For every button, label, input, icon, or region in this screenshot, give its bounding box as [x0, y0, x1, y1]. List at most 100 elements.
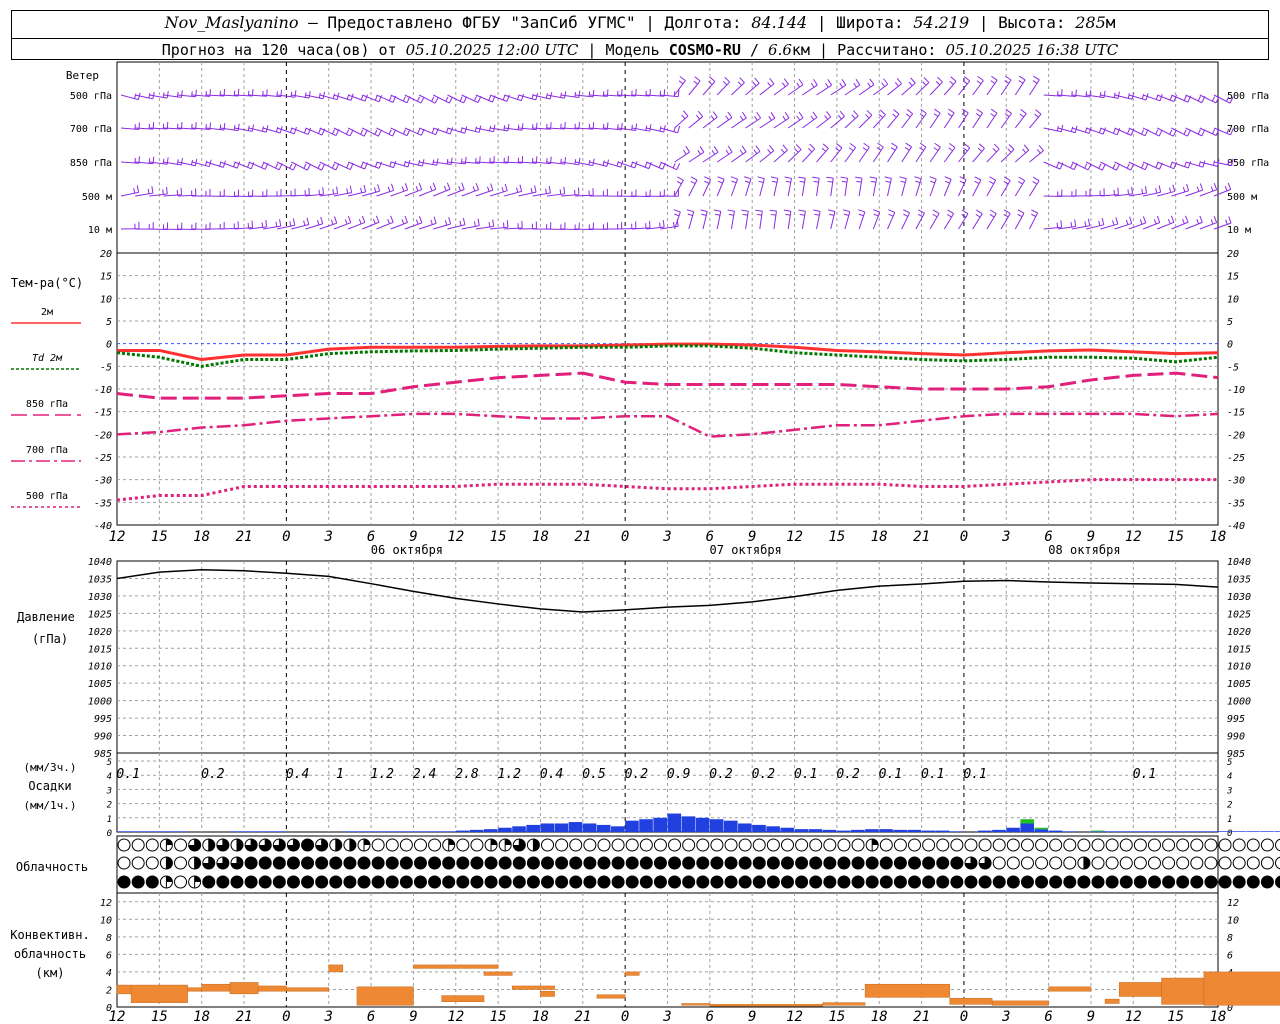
- wind-barb-feather: [1213, 215, 1218, 223]
- wind-barb-feather: [1003, 180, 1009, 185]
- wind-barb-feather: [783, 209, 791, 212]
- wind-barb-feather: [176, 91, 179, 97]
- cloud-symbol: [964, 875, 978, 889]
- wind-barb-feather: [415, 219, 419, 225]
- wind-barb: [504, 220, 523, 230]
- wind-barb-staff: [1171, 190, 1189, 197]
- wind-barb-feather: [713, 209, 721, 212]
- wind-barb-feather: [306, 163, 311, 171]
- cloud-symbol-fill: [166, 857, 173, 869]
- cloud-symbol-circle: [131, 875, 145, 889]
- wind-barb-feather: [1169, 187, 1172, 193]
- wind-barb-feather: [755, 145, 761, 152]
- cloud-symbol: [244, 875, 258, 889]
- wind-barb-staff: [773, 178, 779, 197]
- wind-barb: [1100, 161, 1121, 171]
- cloud-symbol-circle: [1020, 875, 1034, 889]
- precip-bar: [131, 831, 145, 832]
- cloud-symbol: [879, 875, 893, 889]
- convective-bar: [596, 994, 626, 999]
- precip-3h-label: 0.4: [540, 767, 563, 782]
- wind-barb-feather: [810, 115, 815, 121]
- precip-bar-green: [1020, 819, 1034, 824]
- wind-barb-feather: [917, 213, 923, 218]
- wind-barb-feather: [944, 180, 950, 184]
- cloud-symbol: [216, 856, 230, 870]
- cloud-symbol: [202, 838, 216, 852]
- wind-barb-feather: [933, 147, 939, 151]
- wind-barb-feather: [893, 109, 900, 115]
- wind-barb-feather: [317, 128, 321, 134]
- precip-bar: [639, 819, 653, 832]
- convective-ytick-left: 0: [106, 1003, 112, 1014]
- wind-barb-feather: [693, 80, 698, 85]
- wind-barb-feather: [710, 115, 715, 120]
- cloud-symbol: [216, 838, 230, 852]
- time-axis-bottom-tick-label: 21: [236, 1009, 253, 1024]
- precip-title: Осадки: [28, 779, 71, 793]
- wind-barb-feather: [798, 209, 806, 212]
- wind-barb-staff: [830, 116, 845, 129]
- cloud-symbol-circle: [1232, 875, 1246, 889]
- cloud-symbol: [498, 875, 512, 889]
- wind-barb-feather: [709, 76, 716, 82]
- temp-legend-label: 2м: [41, 307, 53, 318]
- wind-barb-feather: [672, 221, 675, 227]
- cloud-symbol: [724, 875, 738, 889]
- cloud-symbol: [908, 838, 922, 852]
- wind-barb-staff: [830, 147, 843, 163]
- wind-barb: [1071, 218, 1091, 230]
- precip-bar: [173, 831, 188, 832]
- time-axis-mid-tick-label: 3: [1001, 529, 1010, 545]
- wind-barb-feather: [813, 209, 821, 212]
- wind-barb-feather: [1003, 176, 1011, 181]
- wind-barb: [1185, 127, 1206, 137]
- wind-barb-feather: [180, 90, 183, 98]
- wind-barb: [986, 143, 1000, 163]
- wind-barb: [660, 189, 679, 197]
- wind-barb-feather: [683, 149, 687, 155]
- wind-barb: [489, 94, 510, 102]
- wind-barb: [319, 216, 338, 230]
- precip-unit-3h: (мм/3ч.): [24, 761, 77, 774]
- wind-barb-feather: [237, 123, 240, 131]
- wind-barb-feather: [1155, 129, 1159, 135]
- temp-series-line: [116, 344, 1219, 368]
- temp-legend-label: 850 гПа: [26, 399, 68, 410]
- wind-barb-feather: [899, 176, 907, 180]
- cloud-symbol-circle: [1020, 856, 1034, 870]
- wind-barb-feather: [934, 108, 941, 114]
- cloud-symbol: [272, 875, 286, 889]
- time-axis-mid-tick-label: 21: [574, 529, 591, 545]
- cloud-symbol: [823, 838, 837, 852]
- time-axis-bottom-tick-label: 18: [193, 1009, 210, 1024]
- cloud-symbol: [625, 875, 639, 889]
- wind-barb-feather: [1142, 216, 1147, 224]
- wind-barb-feather: [863, 142, 870, 148]
- wind-barb-feather: [989, 214, 995, 218]
- cloud-symbol: [442, 856, 456, 870]
- wind-barb-staff: [901, 146, 912, 163]
- wind-barb-staff: [333, 222, 351, 230]
- wind-barb-staff: [376, 161, 394, 169]
- wind-barb: [972, 143, 985, 163]
- cloud-symbol-circle: [343, 875, 357, 889]
- wind-barb: [575, 188, 594, 197]
- wind-barb-feather: [631, 124, 633, 130]
- wind-barb-feather: [676, 163, 681, 170]
- wind-barb: [560, 90, 581, 99]
- cloud-symbol-circle: [541, 875, 555, 889]
- cloud-symbol: [174, 856, 188, 870]
- wind-barb: [745, 145, 761, 163]
- wind-barb: [716, 145, 733, 163]
- precip-bar: [893, 829, 907, 832]
- wind-barb-staff: [1213, 127, 1231, 136]
- wind-barb-staff: [958, 80, 971, 96]
- precip-3h-label: 0.2: [752, 767, 776, 782]
- wind-barb-feather: [1056, 162, 1059, 168]
- cloud-symbol: [639, 838, 653, 852]
- wind-barb-staff: [1128, 192, 1147, 197]
- cloud-symbol: [202, 856, 216, 870]
- wind-barb-staff: [546, 161, 565, 165]
- cloud-symbol: [244, 856, 258, 870]
